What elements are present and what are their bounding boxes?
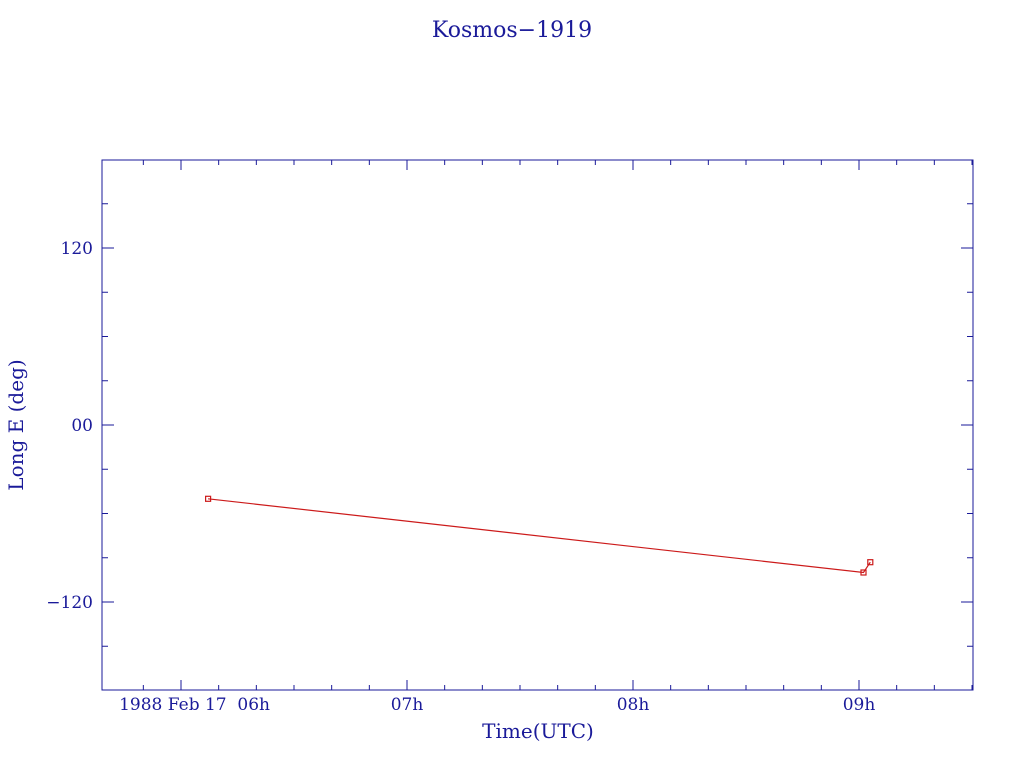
series-group [205, 495, 874, 576]
x-tick-label: 07h [391, 695, 424, 715]
x-tick-label: 08h [617, 695, 650, 715]
y-tick-label: −120 [46, 593, 93, 613]
y-ticks [102, 203, 973, 647]
y-tick-labels: 120 00 −120 [46, 239, 93, 613]
y-axis-label: Long E (deg) [4, 359, 28, 490]
series-line [208, 498, 871, 574]
y-tick-label: 120 [61, 239, 93, 259]
y-tick-label: 00 [71, 416, 93, 436]
plot-frame [101, 159, 974, 691]
x-tick-labels: 1988 Feb 17 06h 07h 08h 09h [119, 695, 875, 715]
data-point [860, 569, 867, 576]
data-point [205, 495, 212, 502]
data-point [867, 559, 874, 566]
x-tick-label: 09h [843, 695, 876, 715]
x-ticks [142, 160, 973, 690]
x-tick-label: 1988 Feb 17 06h [119, 695, 270, 715]
chart-title: Kosmos−1919 [432, 18, 592, 43]
x-axis-label: Time(UTC) [482, 719, 594, 743]
